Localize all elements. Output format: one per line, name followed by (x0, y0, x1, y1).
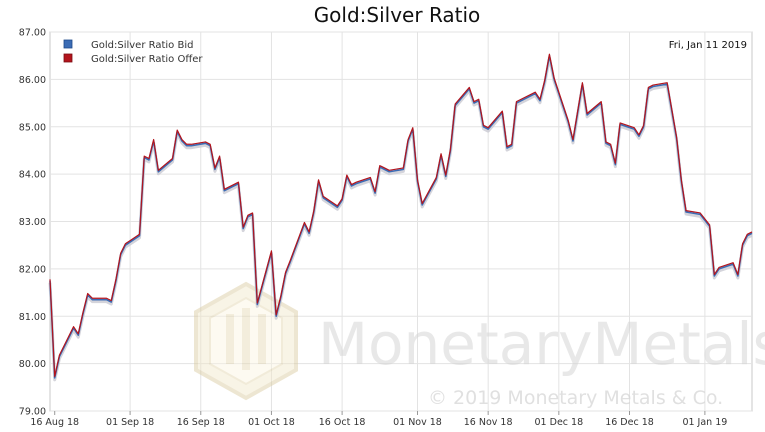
legend-item-bid[interactable]: Gold:Silver Ratio Bid (63, 39, 193, 51)
y-tick-label: 81.00 (19, 312, 46, 323)
y-tick-label: 87.00 (19, 28, 46, 39)
legend-swatch-offer (63, 53, 73, 63)
watermark: MonetaryMetals © 2019 Monetary Metals & … (194, 281, 765, 409)
y-tick-label: 86.00 (19, 75, 46, 86)
legend-label-offer: Gold:Silver Ratio Offer (91, 54, 203, 65)
x-tick-label: 01 Dec 18 (535, 417, 584, 428)
y-tick-label: 80.00 (19, 359, 46, 370)
legend-label-bid: Gold:Silver Ratio Bid (91, 40, 193, 51)
series-shadow (48, 56, 753, 382)
x-tick-label: 16 Aug 18 (30, 417, 79, 428)
x-tick-label: 16 Dec 18 (605, 417, 654, 428)
x-tick-label: 01 Nov 18 (393, 417, 442, 428)
y-axis-ticks: 79.00 80.00 81.00 82.00 83.00 84.00 85.00 86.00… (19, 28, 46, 418)
x-tick-label: 16 Sep 18 (177, 417, 225, 428)
y-tick-label: 82.00 (19, 264, 46, 275)
chart-title: Gold:Silver Ratio (314, 3, 481, 27)
series-lines (48, 53, 753, 382)
x-tick-label: 01 Jan 19 (682, 417, 727, 428)
x-tick-label: 01 Oct 18 (248, 417, 295, 428)
watermark-text: MonetaryMetals (318, 310, 765, 378)
series-line-bid[interactable] (49, 54, 753, 379)
x-tick-label: 16 Nov 18 (464, 417, 513, 428)
legend-swatch-bid (63, 39, 73, 49)
x-tick-label: 01 Sep 18 (106, 417, 154, 428)
legend: Gold:Silver Ratio Bid Gold:Silver Ratio … (63, 39, 203, 65)
series-line-offer[interactable] (49, 53, 753, 378)
current-date-label: Fri, Jan 11 2019 (669, 40, 747, 51)
watermark-logo-icon (194, 281, 298, 401)
x-tick-label: 16 Oct 18 (319, 417, 366, 428)
legend-item-offer[interactable]: Gold:Silver Ratio Offer (63, 53, 203, 65)
x-axis-ticks: 16 Aug 18 01 Sep 18 16 Sep 18 01 Oct 18 16 O… (30, 411, 727, 428)
y-tick-label: 84.00 (19, 170, 46, 181)
watermark-copyright: © 2019 Monetary Metals & Co. (428, 387, 723, 409)
y-tick-label: 79.00 (19, 407, 46, 418)
y-tick-label: 85.00 (19, 122, 46, 133)
y-tick-label: 83.00 (19, 217, 46, 228)
